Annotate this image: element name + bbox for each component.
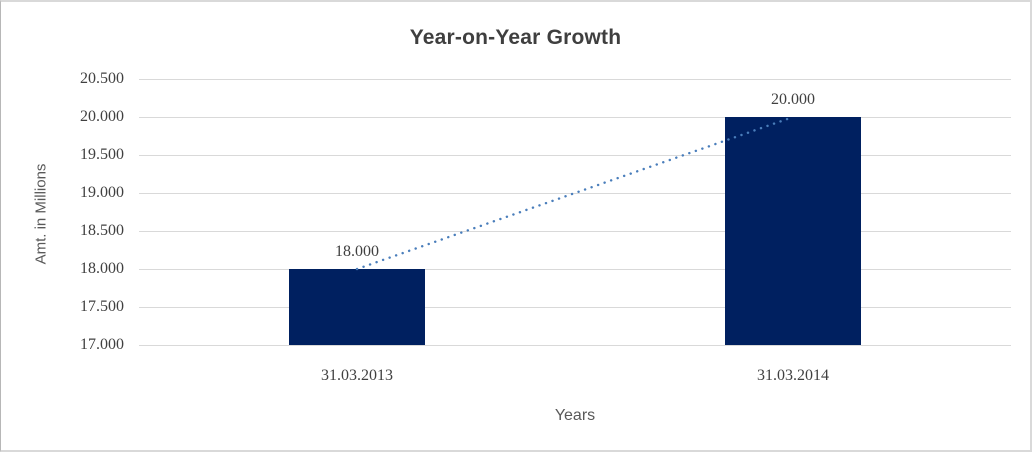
bar-data-label: 20.000: [771, 91, 815, 108]
gridline: [139, 307, 1011, 308]
y-tick-label: 18.000: [80, 260, 124, 277]
x-tick-label: 31.03.2013: [321, 367, 393, 384]
y-tick-label: 19.000: [80, 184, 124, 201]
chart-title: Year-on-Year Growth: [409, 26, 622, 49]
gridline: [139, 193, 1011, 194]
y-tick-label: 18.500: [80, 222, 124, 239]
y-tick-label: 17.000: [80, 336, 124, 353]
bar-data-label: 18.000: [335, 243, 379, 260]
trendline: [355, 115, 795, 271]
y-tick-label: 20.500: [80, 70, 124, 87]
y-tick-label: 20.000: [80, 108, 124, 125]
gridline: [139, 231, 1011, 232]
x-tick-label: 31.03.2014: [757, 367, 829, 384]
gridline: [139, 79, 1011, 80]
bar-31.03.2014: [725, 117, 861, 345]
y-tick-label: 17.500: [80, 298, 124, 315]
gridline: [139, 269, 1011, 270]
y-tick-label: 19.500: [80, 146, 124, 163]
x-axis-title: Years: [554, 407, 596, 424]
gridline: [139, 117, 1011, 118]
bar-31.03.2013: [289, 269, 425, 345]
gridline: [139, 345, 1011, 346]
gridline: [139, 155, 1011, 156]
y-axis-title: Amt. in Millions: [32, 163, 50, 265]
plot-area: 18.000 20.000: [139, 79, 1011, 346]
